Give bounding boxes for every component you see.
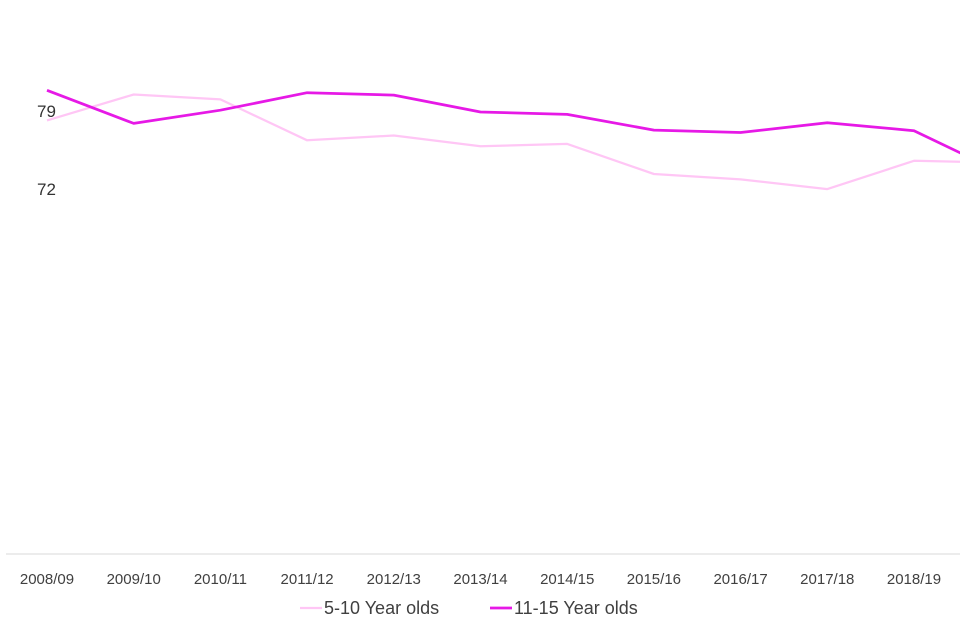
legend-label-5-10-year-olds: 5-10 Year olds: [324, 598, 439, 618]
series-line-11-15-year-olds: [46, 89, 960, 155]
legend-label-11-15-year-olds: 11-15 Year olds: [514, 598, 638, 618]
data-labels: 72 79: [37, 102, 56, 199]
x-tick-label-8: 2016/17: [713, 571, 767, 588]
x-tick-label-2: 2010/11: [194, 571, 247, 588]
x-tick-label-1: 2009/10: [107, 571, 161, 588]
x-tick-label-7: 2015/16: [627, 571, 681, 588]
legend: 5-10 Year olds 11-15 Year olds: [300, 598, 638, 618]
x-tick-label-0: 2008/09: [20, 571, 74, 588]
x-tick-label-3: 2011/12: [281, 571, 334, 588]
data-label-5-10-year-olds-0: 72: [37, 180, 56, 199]
x-tick-label-9: 2017/18: [800, 571, 854, 588]
x-axis-tick-labels: 2008/09 2009/10 2010/11 2011/12 2012/13 2013/…: [20, 571, 941, 588]
x-tick-label-5: 2013/14: [453, 571, 507, 588]
series-layer: [46, 89, 960, 191]
x-tick-label-10: 2018/19: [887, 571, 941, 588]
x-tick-label-6: 2014/15: [540, 571, 594, 588]
data-label-11-15-year-olds-0: 79: [37, 102, 56, 121]
series-line-5-10-year-olds: [46, 93, 960, 191]
x-tick-label-4: 2012/13: [367, 571, 421, 588]
